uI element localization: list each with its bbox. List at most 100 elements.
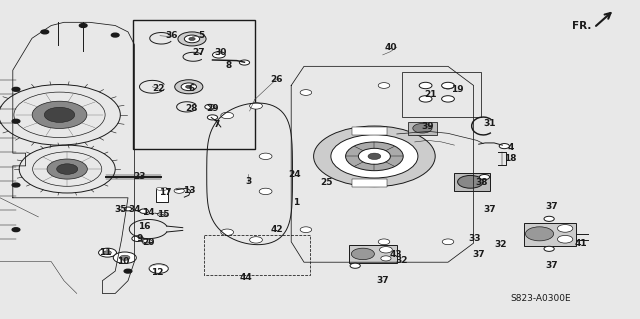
Text: 13: 13 <box>182 186 195 195</box>
Circle shape <box>221 112 234 119</box>
Bar <box>204 235 310 275</box>
Circle shape <box>47 159 88 179</box>
Circle shape <box>111 33 119 37</box>
Circle shape <box>499 144 509 149</box>
Text: 37: 37 <box>472 250 485 259</box>
Text: 17: 17 <box>159 189 172 197</box>
Text: 22: 22 <box>152 84 165 93</box>
Circle shape <box>221 229 234 235</box>
Text: 36: 36 <box>165 31 178 40</box>
Circle shape <box>207 115 218 120</box>
Circle shape <box>124 207 132 211</box>
Text: 28: 28 <box>186 104 198 113</box>
Text: 16: 16 <box>138 222 150 231</box>
Text: 37: 37 <box>483 205 496 214</box>
Text: 44: 44 <box>240 273 253 282</box>
Circle shape <box>525 227 554 241</box>
Circle shape <box>124 269 132 273</box>
Text: S823-A0300E: S823-A0300E <box>511 294 571 303</box>
Circle shape <box>41 30 49 34</box>
Circle shape <box>132 236 143 241</box>
Circle shape <box>442 239 454 245</box>
Text: 15: 15 <box>157 210 170 219</box>
Circle shape <box>32 101 87 129</box>
Text: 38: 38 <box>475 178 488 187</box>
Text: 21: 21 <box>424 90 436 99</box>
Text: 7: 7 <box>213 120 220 129</box>
Text: 31: 31 <box>483 119 496 128</box>
Circle shape <box>142 239 152 244</box>
Circle shape <box>442 96 454 102</box>
Circle shape <box>300 227 312 233</box>
Text: 37: 37 <box>545 261 558 270</box>
Circle shape <box>557 225 573 232</box>
Text: 25: 25 <box>320 178 333 187</box>
Circle shape <box>205 104 215 109</box>
Text: 37: 37 <box>545 202 558 211</box>
Circle shape <box>368 153 381 160</box>
Circle shape <box>79 24 87 27</box>
Circle shape <box>544 246 554 251</box>
Text: 29: 29 <box>206 104 219 113</box>
Circle shape <box>413 123 432 133</box>
Circle shape <box>12 228 20 232</box>
Circle shape <box>350 263 360 268</box>
Text: 39: 39 <box>421 122 434 131</box>
Text: 43: 43 <box>389 250 402 259</box>
Circle shape <box>212 52 225 58</box>
Bar <box>352 179 387 187</box>
Circle shape <box>259 188 272 195</box>
Text: 18: 18 <box>504 154 517 163</box>
Circle shape <box>259 153 272 160</box>
Circle shape <box>442 83 454 89</box>
Circle shape <box>358 148 390 164</box>
Text: 27: 27 <box>192 48 205 57</box>
Circle shape <box>381 256 391 261</box>
Text: 19: 19 <box>451 85 464 94</box>
Bar <box>454 173 490 191</box>
Circle shape <box>419 96 432 102</box>
Text: FR.: FR. <box>572 21 591 31</box>
Text: 26: 26 <box>270 75 283 84</box>
Circle shape <box>314 126 435 187</box>
Bar <box>133 20 255 149</box>
Text: 1: 1 <box>292 198 299 207</box>
Circle shape <box>189 37 195 41</box>
Circle shape <box>178 32 206 46</box>
Circle shape <box>104 251 111 255</box>
Circle shape <box>351 248 374 260</box>
Bar <box>352 127 387 135</box>
Circle shape <box>44 107 75 122</box>
Circle shape <box>174 188 184 193</box>
Text: 33: 33 <box>468 234 481 243</box>
Ellipse shape <box>156 187 168 190</box>
Circle shape <box>442 82 454 89</box>
Text: 37: 37 <box>376 276 389 285</box>
Bar <box>402 72 481 117</box>
Circle shape <box>12 87 20 91</box>
Circle shape <box>157 212 165 216</box>
Circle shape <box>239 60 250 65</box>
Text: 3: 3 <box>245 177 252 186</box>
Bar <box>408 122 437 135</box>
Circle shape <box>250 237 262 243</box>
Text: 8: 8 <box>226 61 232 70</box>
Text: 35: 35 <box>114 205 127 214</box>
Bar <box>156 189 168 202</box>
Text: 32: 32 <box>494 241 507 249</box>
Circle shape <box>250 103 262 109</box>
Circle shape <box>300 90 312 95</box>
Text: 9: 9 <box>136 234 143 243</box>
Circle shape <box>346 142 403 171</box>
Bar <box>524 223 576 246</box>
Text: 32: 32 <box>396 256 408 265</box>
Circle shape <box>184 35 200 43</box>
Bar <box>349 245 397 263</box>
Text: 12: 12 <box>150 268 163 277</box>
Circle shape <box>140 209 148 213</box>
Circle shape <box>12 119 20 123</box>
Circle shape <box>175 80 203 94</box>
Circle shape <box>378 239 390 245</box>
Circle shape <box>181 83 196 91</box>
Text: 40: 40 <box>384 43 397 52</box>
